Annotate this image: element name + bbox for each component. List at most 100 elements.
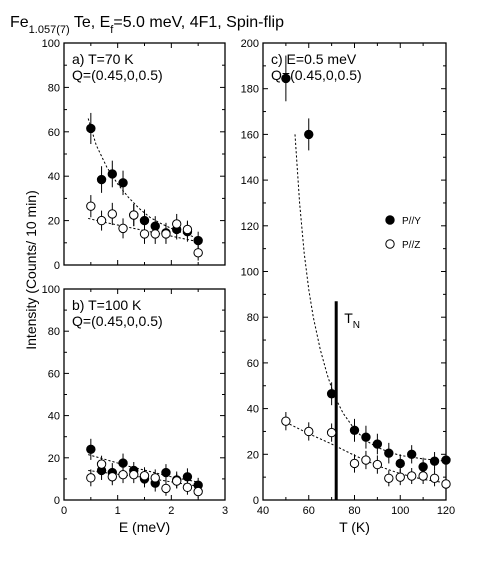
data-point-open (107, 209, 118, 219)
y-tick-label: 20 (48, 216, 60, 228)
data-point-open (150, 229, 160, 239)
data-point-filled (139, 215, 150, 226)
data-point-open (384, 473, 394, 483)
panel-annotation: Q=(0.45,0,0.5) (271, 67, 362, 83)
legend-label: P//Z (402, 240, 420, 251)
y-tick-label: 40 (247, 404, 259, 416)
x-tick-label: 3 (222, 505, 228, 517)
y-tick-label: 60 (48, 127, 60, 139)
data-point-open (129, 469, 139, 480)
legend-label: P//Y (402, 216, 421, 227)
data-point-open (372, 459, 383, 470)
data-point-filled (429, 456, 440, 466)
y-tick-label: 80 (48, 326, 60, 338)
data-point-filled (395, 458, 405, 469)
data-point-open (361, 455, 371, 465)
title-final-sub: f (110, 24, 114, 36)
data-point-open (182, 224, 193, 235)
data-point-open (172, 219, 182, 229)
legend-marker-open (385, 239, 395, 249)
panel-annotation: Q=(0.45,0,0.5) (72, 313, 163, 329)
data-point-open (86, 201, 96, 211)
data-point-open (395, 472, 405, 482)
data-point-filled (193, 235, 203, 246)
y-tick-label: 60 (48, 368, 60, 380)
x-tick-label: 40 (257, 505, 269, 517)
y-tick-label: 0 (54, 495, 60, 507)
data-point-open (193, 486, 203, 497)
data-point-open (129, 210, 139, 220)
y-tick-label: 40 (48, 171, 60, 183)
data-point-open (118, 223, 128, 234)
data-point-open (429, 473, 440, 483)
panel-annotation: Q=(0.45,0,0.5) (72, 67, 163, 83)
data-point-open (86, 473, 96, 483)
data-point-filled (86, 444, 96, 455)
x-tick-label: 80 (348, 505, 360, 517)
y-tick-label: 200 (241, 38, 259, 50)
data-point-open (281, 416, 291, 426)
panel-a: 0 20 40 60 80 100 a) T=70 KQ=(0.45,0,0.5) (42, 38, 226, 272)
data-point-open (150, 473, 160, 483)
panel-c: 0 20 40 60 80 100 120 140 160 180 200 40 60 80 100 120 T… (241, 38, 456, 535)
y-tick-label: 80 (247, 312, 259, 324)
data-point-open (96, 459, 107, 469)
data-point-filled (107, 169, 118, 179)
y-tick-label: 80 (48, 82, 60, 94)
y-tick-label: 20 (247, 449, 259, 461)
data-point-open (418, 471, 428, 481)
title-fe: Fe (10, 14, 29, 31)
data-point-open (161, 483, 171, 494)
y-tick-label: 40 (48, 411, 60, 423)
data-point-open (107, 472, 118, 482)
data-point-filled (182, 472, 193, 482)
panel-b: 0 20 40 60 80 100 0 1 2 3 E (meV) b) T=100 KQ=(0.45… (42, 284, 228, 535)
x-tick-label: 60 (303, 505, 315, 517)
data-point-filled (372, 439, 383, 449)
data-point-open (118, 469, 128, 480)
y-tick-label: 100 (42, 284, 60, 296)
y-tick-label: 60 (247, 358, 259, 370)
y-tick-label: 0 (253, 495, 259, 507)
data-point-filled (304, 129, 314, 140)
x-tick-label: 100 (391, 505, 409, 517)
panel-annotation: c) E=0.5 meV (271, 51, 357, 67)
y-tick-label: 160 (241, 129, 259, 141)
data-point-open (193, 248, 203, 258)
data-point-open (349, 458, 360, 469)
data-point-open (161, 229, 171, 239)
title-stoichiometry: 1.057(7) (29, 24, 70, 36)
data-point-filled (281, 73, 291, 84)
data-point-filled (361, 432, 371, 442)
y-tick-label: 20 (48, 453, 60, 465)
panel-annotation: a) T=70 K (72, 51, 134, 67)
data-point-open (326, 427, 337, 438)
x-tick-label: 2 (168, 505, 174, 517)
data-point-filled (118, 458, 128, 468)
data-point-open (139, 229, 150, 239)
y-axis-label: Intensity (Counts/ 10 min) (23, 190, 39, 350)
data-point-filled (406, 449, 417, 459)
data-point-filled (161, 467, 171, 478)
x-axis-label: E (meV) (119, 519, 170, 535)
data-point-filled (96, 174, 107, 185)
data-point-filled (118, 178, 128, 188)
x-tick-label: 1 (115, 505, 121, 517)
data-point-filled (384, 448, 394, 458)
y-tick-label: 100 (241, 267, 259, 279)
x-axis-label: T (K) (339, 519, 370, 535)
title-part2: =5.0 meV, 4F1, Spin-flip (113, 14, 284, 31)
y-tick-label: 0 (54, 260, 60, 272)
data-point-filled (326, 389, 337, 399)
data-point-filled (349, 425, 360, 436)
data-point-open (182, 482, 193, 493)
fit-curve-filled (294, 134, 447, 462)
data-point-open (406, 471, 417, 481)
x-tick-label: 0 (61, 505, 67, 517)
title-part1: Te, E (70, 14, 111, 31)
figure-title: Fe1.057(7) Te, Ef=5.0 meV, 4F1, Spin-fli… (10, 14, 284, 36)
data-point-filled (441, 455, 451, 465)
data-point-open (304, 426, 314, 437)
transition-label-sub: N (353, 320, 360, 331)
